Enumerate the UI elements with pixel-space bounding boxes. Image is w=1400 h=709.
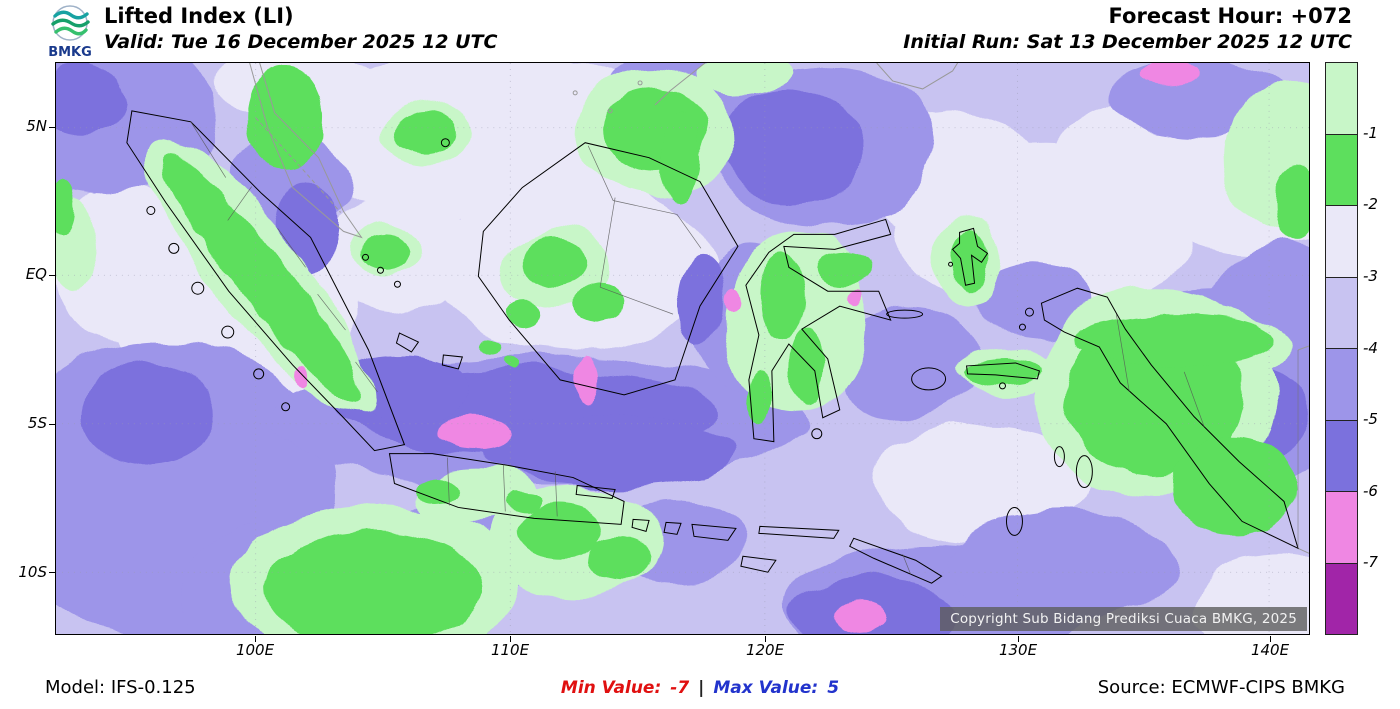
bangka-coastline: [395, 332, 420, 353]
sulawesi-coastline: [745, 218, 892, 443]
li-field-extreme-regions: [294, 63, 1200, 634]
colorbar-segment: [1326, 348, 1357, 420]
model-label: Model: IFS-0.125: [45, 677, 196, 698]
admin-boundaries: [190, 121, 1299, 575]
indonesia-li-map: [56, 63, 1309, 634]
maritime-boundary-dashed: [255, 117, 341, 213]
x-tick-label-100e: 100E: [235, 641, 275, 659]
x-axis-tick: [510, 636, 511, 642]
y-axis-tick: [49, 127, 55, 128]
forecast-hour: Forecast Hour: +072: [1108, 4, 1352, 28]
sumatra-coastline: [126, 110, 406, 452]
tanimbar-coastline: [1005, 506, 1023, 536]
malay-peninsula-coastline: [249, 63, 363, 239]
page-title: Lifted Index (LI): [104, 4, 294, 28]
colorbar-label: -1: [1363, 124, 1378, 142]
x-tick-label-120e: 120E: [745, 641, 785, 659]
min-value: -7: [670, 678, 690, 698]
x-axis-tick: [255, 636, 256, 642]
colorbar-segment: [1326, 276, 1357, 348]
colorbar-segment: [1326, 562, 1357, 634]
min-max-separator: |: [698, 678, 705, 698]
y-axis-tick: [49, 424, 55, 425]
y-tick-label-10s: 10S: [18, 563, 47, 581]
sumba-coastline: [740, 555, 777, 573]
lombok-coastline: [663, 521, 682, 535]
philippines-coastline: [876, 63, 958, 90]
y-axis-tick: [49, 275, 55, 276]
flores-coastline: [758, 525, 840, 539]
colorbar-segment: [1326, 133, 1357, 205]
x-tick-label-140e: 140E: [1250, 641, 1290, 659]
x-axis-tick: [765, 636, 766, 642]
halmahera-coastline: [951, 227, 989, 286]
foreign-coastlines: [249, 63, 1309, 554]
bali-coastline: [631, 518, 650, 532]
li-colorbar: [1325, 62, 1358, 635]
colorbar-label: -7: [1363, 553, 1378, 571]
y-tick-label-eq: EQ: [25, 265, 47, 283]
x-tick-label-110e: 110E: [490, 641, 530, 659]
sula-coastline: [886, 309, 924, 319]
sumbawa-coastline: [691, 523, 737, 541]
source-label: Source: ECMWF-CIPS BMKG: [1097, 677, 1345, 698]
bmkg-logo: BMKG: [42, 2, 98, 60]
x-axis-tick: [1270, 636, 1271, 642]
indonesia-coastlines: [126, 110, 1299, 584]
li-field-stable-regions: [56, 65, 1309, 634]
x-axis-tick: [1018, 636, 1019, 642]
initial-run: Initial Run: Sat 13 December 2025 12 UTC: [903, 31, 1352, 53]
buru-coastline: [911, 367, 947, 391]
colorbar-label: -2: [1363, 195, 1378, 213]
colorbar-label: -5: [1363, 410, 1378, 428]
y-axis-tick: [49, 572, 55, 573]
colorbar-segment: [1326, 419, 1357, 491]
colorbar-segment: [1326, 491, 1357, 563]
min-value-label: Min Value:: [560, 678, 662, 698]
colorbar-label: -6: [1363, 482, 1378, 500]
valid-time: Valid: Tue 16 December 2025 12 UTC: [104, 31, 498, 53]
bmkg-logo-text: BMKG: [48, 45, 92, 60]
aru-coastline: [1075, 455, 1093, 489]
min-max-values: Min Value: -7 | Max Value: 5: [0, 678, 1400, 698]
java-coastline: [388, 453, 625, 525]
papua-coastline: [1040, 287, 1299, 550]
kai-coastline: [1053, 446, 1065, 468]
max-value: 5: [827, 678, 840, 698]
bmkg-logo-icon: BMKG: [48, 5, 92, 60]
colorbar-segment: [1326, 205, 1357, 277]
y-tick-label-5s: 5S: [27, 414, 47, 432]
y-tick-label-5n: 5N: [26, 117, 47, 135]
colorbar-segment: [1326, 63, 1357, 134]
borneo-coastline: [477, 142, 739, 396]
max-value-label: Max Value:: [713, 678, 819, 698]
palawan-coastline: [654, 63, 706, 106]
colorbar-label: -3: [1363, 267, 1378, 285]
copyright-overlay: Copyright Sub Bidang Prediksi Cuaca BMKG…: [940, 607, 1307, 631]
seram-coastline: [965, 362, 1041, 380]
timor-coastline: [849, 537, 943, 584]
colorbar-label: -4: [1363, 339, 1378, 357]
madura-coastline: [575, 484, 616, 500]
x-tick-label-130e: 130E: [998, 641, 1038, 659]
belitung-coastline: [441, 354, 464, 370]
map-area: Copyright Sub Bidang Prediksi Cuaca BMKG…: [55, 62, 1310, 635]
